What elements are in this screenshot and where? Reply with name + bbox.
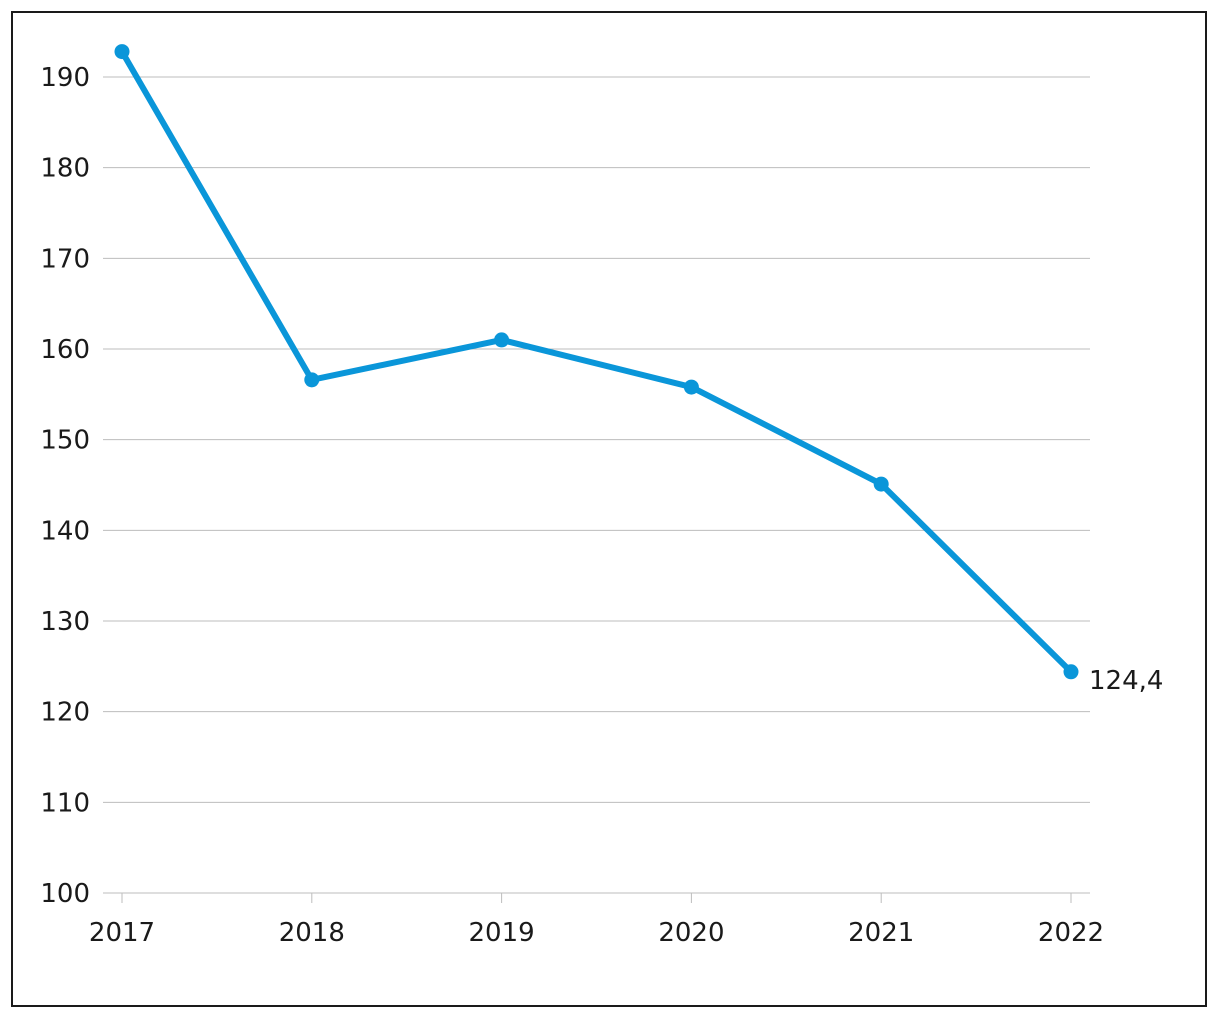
x-tick-label: 2017 (89, 918, 155, 948)
y-tick-label: 130 (40, 607, 90, 637)
y-tick-label: 180 (40, 154, 90, 184)
x-tick-label: 2018 (279, 918, 345, 948)
series-layer (114, 44, 1079, 680)
y-tick-label: 110 (40, 788, 90, 818)
data-point (304, 372, 320, 388)
series-line (119, 48, 1074, 675)
x-tick-label: 2019 (469, 918, 535, 948)
y-tick-label: 190 (40, 63, 90, 93)
y-tick-label: 150 (40, 426, 90, 456)
y-tick-label: 140 (40, 516, 90, 546)
chart-frame (11, 11, 1207, 1007)
gridlines (103, 76, 1090, 894)
data-point (873, 476, 889, 492)
x-tick-label: 2021 (848, 918, 914, 948)
x-tick-label: 2020 (658, 918, 724, 948)
y-tick-label: 120 (40, 698, 90, 728)
data-point (683, 379, 699, 395)
y-axis-ticks: 100 110 120 130 140 150 160 170 180 190 (40, 63, 90, 909)
x-axis-ticks: 2017 2018 2019 2020 2021 2022 (89, 893, 1104, 948)
y-tick-label: 160 (40, 335, 90, 365)
annotations: 124,4 (1089, 666, 1163, 696)
y-tick-label: 170 (40, 244, 90, 274)
data-point (494, 332, 510, 348)
data-label: 124,4 (1089, 666, 1163, 696)
data-point (1063, 664, 1079, 680)
data-point (114, 44, 130, 60)
y-tick-label: 100 (40, 879, 90, 909)
x-tick-label: 2022 (1038, 918, 1104, 948)
